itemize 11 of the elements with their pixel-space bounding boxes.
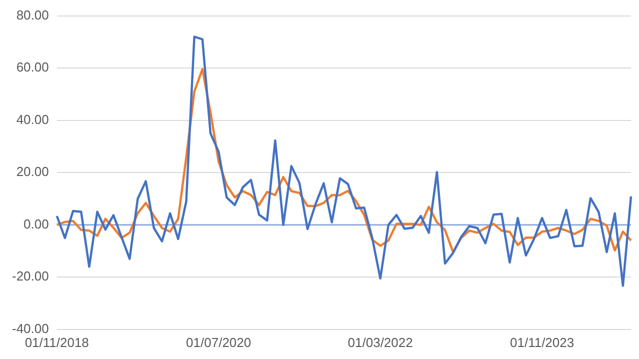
x-tick-label: 01/11/2018 bbox=[24, 334, 89, 350]
y-tick-label: 40.00 bbox=[16, 112, 49, 127]
y-tick-label: 80.00 bbox=[16, 7, 49, 22]
y-tick-label: 20.00 bbox=[16, 164, 49, 180]
x-tick-label: 01/03/2022 bbox=[348, 334, 413, 350]
x-tick-label: 01/11/2023 bbox=[510, 334, 574, 350]
y-tick-label: 60.00 bbox=[16, 60, 49, 75]
y-tick-label: -40.00 bbox=[12, 320, 49, 336]
y-tick-label: 0.00 bbox=[24, 216, 49, 232]
y-tick-label: -20.00 bbox=[12, 268, 49, 284]
x-tick-label: 01/07/2020 bbox=[186, 334, 252, 350]
